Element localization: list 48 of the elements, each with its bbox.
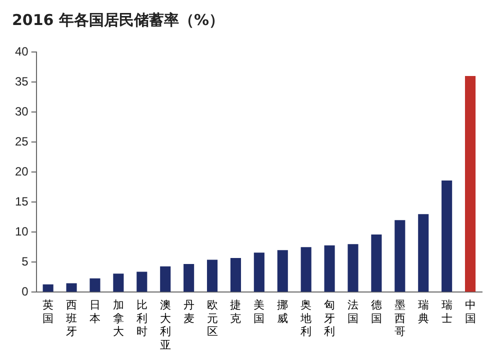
bar [206,260,218,292]
x-tick-label: 日本 [89,298,100,325]
x-tick-label: 比利时 [136,298,148,338]
x-tick-label: 加拿大 [112,298,124,338]
x-tick-label: 德国 [370,298,382,325]
chart-title: 2016 年各国居民储蓄率（%） [12,10,224,29]
x-tick-label: 瑞士 [441,298,452,325]
x-tick-label: 欧元区 [206,298,218,338]
bar [136,272,148,292]
x-tick-label: 英国 [42,298,54,325]
x-tick-label: 奥地利 [300,298,312,338]
y-tick-label: 30 [14,104,29,118]
x-tick-label: 中国 [464,298,476,325]
bar [348,244,358,292]
bar [442,180,452,292]
bar [254,252,264,292]
y-tick-label: 25 [14,134,29,148]
x-tick-label: 丹麦 [183,298,194,325]
bar [324,245,335,292]
x-tick-label: 挪威 [277,298,288,325]
x-tick-label: 墨西哥 [394,298,406,338]
x-tick-label: 法国 [347,298,358,325]
y-tick-label: 35 [14,74,29,88]
bar [42,284,54,292]
bar [418,214,429,292]
bar [300,247,312,292]
x-tick-label: 捷克 [230,298,242,325]
bar [66,283,77,292]
x-tick-label: 澳大利亚 [160,298,171,352]
bar [230,258,241,292]
bar [160,266,171,292]
y-tick-label: 5 [22,254,29,268]
bar [394,220,406,292]
x-tick-label: 匈牙利 [324,298,336,338]
x-tick-label: 西班牙 [66,298,78,338]
x-tick-label: 瑞典 [418,298,429,325]
bar [184,264,194,292]
y-tick-label: 15 [14,194,29,208]
bar [464,76,476,292]
bar [371,234,382,292]
y-tick-label: 40 [14,44,29,58]
bar [90,278,100,292]
y-tick-label: 20 [14,164,29,178]
bar [277,250,288,292]
bar [113,274,124,292]
y-tick-label: 10 [14,224,29,238]
y-tick-label: 0 [22,284,29,299]
x-tick-label: 美国 [254,298,265,325]
